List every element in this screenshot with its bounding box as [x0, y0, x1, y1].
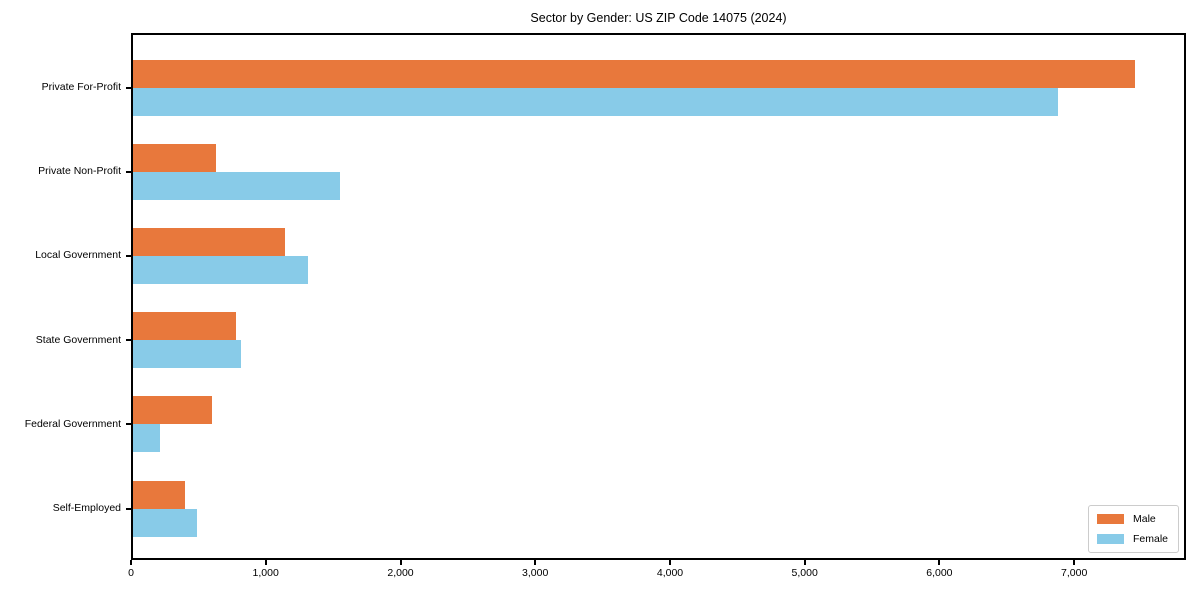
x-tick — [938, 560, 941, 565]
y-tick — [126, 254, 131, 257]
bar-male-private-non-profit — [131, 143, 216, 172]
x-tick — [1073, 560, 1076, 565]
x-tick — [264, 560, 267, 565]
bar-female-self-employed — [131, 508, 197, 537]
legend-label-male: Male — [1132, 513, 1156, 525]
plot-area: Male Female — [131, 33, 1186, 560]
y-tick — [126, 423, 131, 426]
chart-title: Sector by Gender: US ZIP Code 14075 (202… — [530, 11, 787, 25]
bar-female-state-government — [131, 340, 241, 369]
bar-female-private-non-profit — [131, 171, 340, 200]
legend: Male Female — [1087, 505, 1179, 553]
bar-male-self-employed — [131, 480, 185, 509]
y-axis-label-local-government: Local Government — [35, 249, 121, 262]
y-axis-label-private-non-profit: Private Non-Profit — [38, 165, 121, 178]
y-tick — [126, 86, 131, 89]
x-tick-label-6000: 6,000 — [926, 567, 953, 579]
y-axis-label-state-government: State Government — [35, 333, 121, 346]
x-tick-label-7000: 7,000 — [1061, 567, 1088, 579]
bar-male-local-government — [131, 227, 285, 256]
x-tick-label-3000: 3,000 — [522, 567, 549, 579]
x-tick-label-5000: 5,000 — [791, 567, 818, 579]
y-tick — [126, 507, 131, 510]
legend-swatch-male — [1096, 514, 1124, 524]
bar-female-local-government — [131, 255, 308, 284]
x-tick — [130, 560, 132, 565]
x-tick-label-2000: 2,000 — [387, 567, 414, 579]
legend-swatch-female — [1096, 534, 1124, 544]
y-axis-label-private-for-profit: Private For-Profit — [41, 81, 121, 93]
bar-male-state-government — [131, 312, 237, 341]
y-tick — [126, 170, 131, 173]
bar-female-federal-government — [131, 424, 160, 453]
x-tick-label-1000: 1,000 — [252, 567, 279, 579]
x-tick-label-0: 0 — [128, 567, 134, 579]
y-tick — [126, 339, 131, 342]
legend-item-male: Male — [1096, 513, 1168, 525]
legend-label-female: Female — [1132, 533, 1168, 545]
bar-female-private-for-profit — [131, 87, 1058, 116]
legend-item-female: Female — [1096, 533, 1168, 545]
x-tick — [803, 560, 806, 565]
bar-male-federal-government — [131, 396, 212, 425]
x-tick — [399, 560, 402, 565]
y-axis-label-self-employed: Self-Employed — [52, 502, 121, 514]
bar-male-private-for-profit — [131, 59, 1135, 88]
x-tick — [669, 560, 671, 565]
y-axis-label-federal-government: Federal Government — [24, 417, 121, 430]
x-tick-label-4000: 4,000 — [656, 567, 684, 579]
x-tick — [534, 560, 537, 565]
